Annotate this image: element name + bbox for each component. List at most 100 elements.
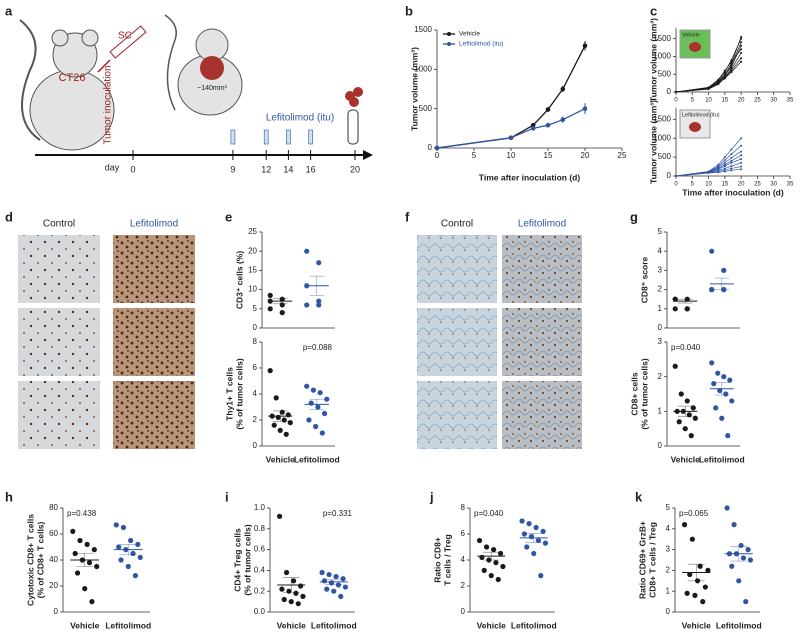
y-tick-label: 4 [253,389,258,398]
y-tick-label: 15 [248,266,257,275]
point [740,158,743,160]
point [723,156,726,159]
point [730,161,733,164]
x-tick-label: 25 [754,98,761,104]
y-axis-label: CD3⁺ cells (%) [234,251,244,310]
y-tick-label: 1000 [653,52,671,61]
point [740,44,743,47]
point [717,82,720,85]
p-value: p=0.065 [679,509,709,518]
point [481,567,487,574]
point [521,531,528,537]
event-label: Tumor inoculation [103,65,114,144]
point [723,161,726,164]
point [709,248,715,254]
y-axis-label: CD8+ cells [629,372,639,416]
cell-line-label: CT26 [59,72,86,84]
point [342,584,349,590]
point [530,122,536,128]
point [94,563,100,570]
point [740,144,743,147]
point [267,292,273,298]
syringe [263,129,269,145]
point [723,168,726,171]
syringe [308,129,313,145]
point [276,513,283,519]
day-tick-label: 0 [130,164,135,174]
y-axis-label: Tumor volume (mm³) [648,18,658,102]
x-tick-label: 15 [544,151,553,160]
y-tick-label: 1500 [414,25,432,34]
point [723,73,726,76]
point [508,135,514,141]
y-tick-label: 60 [49,529,58,538]
point [306,417,312,423]
point [319,430,325,436]
y-tick-label: 0 [253,323,258,332]
point [285,412,291,418]
point [702,584,708,590]
y-tick-label: 4 [658,246,663,255]
point [89,599,95,605]
point [434,145,440,151]
point [723,77,726,80]
x-axis-label: Time after inoculation (d) [479,172,581,182]
day-tick-label: 16 [306,164,316,174]
y-axis-label: Ratio CD69+ GrzB+ [637,521,647,599]
point [74,570,81,576]
point [531,550,537,557]
y-tick-label: 1 [666,586,671,595]
point [542,540,549,546]
point [490,547,497,553]
x-tick-label: Vehicle [671,454,701,464]
y-tick-label: 3 [658,337,663,346]
point [686,412,692,418]
point [723,163,726,166]
series-line [675,168,742,177]
x-tick-label: 35 [787,182,794,188]
point [730,156,733,159]
y-tick-label: 2 [666,566,671,575]
point [675,91,677,93]
point [524,544,530,550]
point [678,391,684,397]
point [582,43,588,49]
y-axis-label: (% of tumor cells) [242,524,252,595]
x-tick-label: 15 [722,182,729,188]
x-tick-label: 30 [770,98,777,104]
point [308,400,314,406]
point [723,165,726,168]
point [729,563,735,569]
point [730,153,733,156]
point [740,150,743,153]
x-tick-label: 5 [691,98,695,104]
series-line [675,61,742,93]
point [729,398,735,404]
x-tick-label: 0 [674,98,678,104]
tumor-photo [689,122,701,132]
point [740,555,747,561]
syringe [286,129,291,145]
point [723,159,726,162]
y-tick-label: 0.0 [254,607,266,616]
point [483,544,490,550]
point [526,521,532,527]
y-tick-label: 1 [658,304,663,313]
x-tick-label: Lefitolimod [511,620,557,630]
y-tick-label: 8 [253,337,258,346]
point [287,420,293,426]
point [740,37,743,40]
day-tick-label: 12 [261,164,271,174]
panel-label: b [405,3,413,18]
p-value: p=0.040 [474,509,504,518]
point [719,415,725,421]
point [690,405,696,411]
point [283,431,289,437]
point [340,576,346,582]
point [676,419,682,425]
point [723,391,729,397]
x-tick-label: 25 [754,182,761,188]
x-tick-label: Lefitolimod [294,454,340,464]
point [582,106,588,111]
point [697,563,703,569]
